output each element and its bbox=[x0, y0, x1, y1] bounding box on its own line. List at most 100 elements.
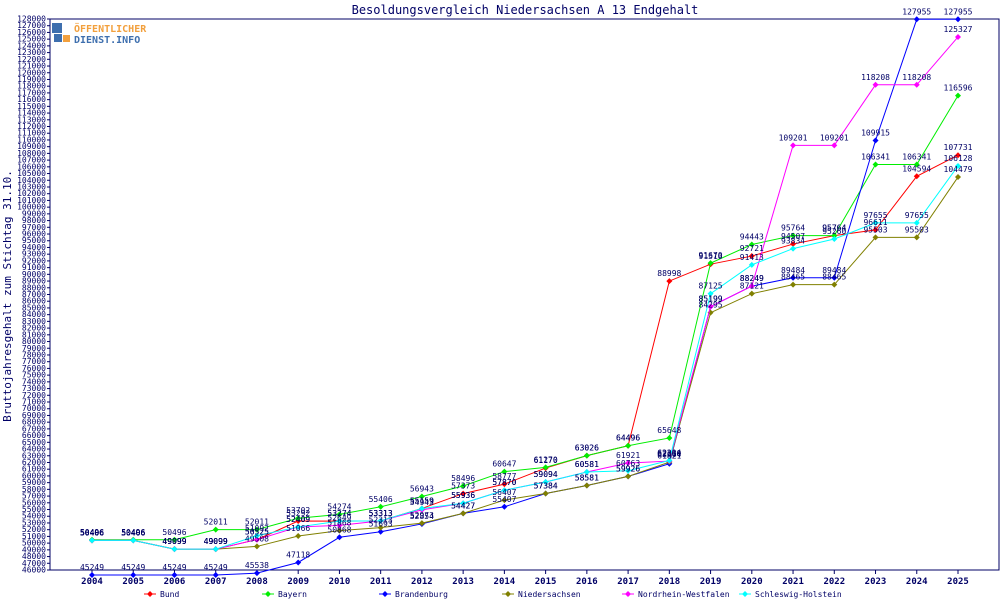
data-label-nordrhein-westfalen: 49099 bbox=[162, 537, 186, 546]
x-tick-label: 2025 bbox=[947, 577, 969, 587]
data-point-bayern bbox=[790, 232, 797, 239]
data-point-niedersachsen bbox=[872, 234, 879, 241]
y-tick-label: 87000 bbox=[22, 290, 46, 299]
data-label-bund: 104594 bbox=[902, 164, 931, 173]
data-point-schleswig-holstein bbox=[171, 546, 178, 553]
data-point-nordrhein-westfalen bbox=[336, 522, 343, 529]
y-tick-label: 51000 bbox=[22, 532, 46, 541]
y-tick-label: 86000 bbox=[22, 297, 46, 306]
data-label-schleswig-holstein: 97655 bbox=[905, 211, 929, 220]
data-label-bayern: 91670 bbox=[699, 251, 723, 260]
data-point-bayern bbox=[377, 503, 384, 510]
data-point-bund bbox=[460, 490, 467, 497]
data-label-niedersachsen: 84295 bbox=[699, 301, 723, 310]
y-tick-label: 125000 bbox=[17, 35, 46, 44]
data-label-brandenburg: 54427 bbox=[451, 501, 475, 510]
y-tick-label: 66000 bbox=[22, 431, 46, 440]
x-tick-labels: 2004 2005 2006 2007 2008 2009 2010 2011 2012 2013… bbox=[81, 577, 969, 587]
data-label-bund: 58777 bbox=[492, 472, 516, 481]
y-tick-label: 96000 bbox=[22, 230, 46, 239]
data-point-nordrhein-westfalen bbox=[748, 283, 755, 290]
y-tick-label: 48000 bbox=[22, 552, 46, 561]
plot-frame bbox=[49, 18, 1000, 571]
data-label-bayern: 95764 bbox=[822, 224, 846, 233]
data-label-bayern: 106341 bbox=[861, 153, 890, 162]
data-point-nordrhein-westfalen bbox=[253, 536, 260, 543]
y-tick-labels: 4600047000480004900050000510005200053000… bbox=[17, 15, 46, 575]
data-label-nordrhein-westfalen: 50406 bbox=[121, 528, 145, 537]
data-label-niedersachsen: 57384 bbox=[534, 482, 558, 491]
data-label-niedersachsen: 50406 bbox=[121, 528, 145, 537]
y-tick-label: 79000 bbox=[22, 344, 46, 353]
data-label-schleswig-holstein: 87125 bbox=[699, 282, 723, 291]
data-label-niedersachsen: 50406 bbox=[80, 528, 104, 537]
data-label-nordrhein-westfalen: 109201 bbox=[820, 133, 849, 142]
data-point-schleswig-holstein bbox=[707, 290, 714, 297]
data-point-niedersachsen bbox=[295, 532, 302, 539]
x-tick-label: 2022 bbox=[823, 577, 845, 587]
data-label-nordrhein-westfalen: 118208 bbox=[861, 73, 890, 82]
data-label-bund: 53313 bbox=[369, 509, 393, 518]
data-label-bund: 96611 bbox=[863, 218, 887, 227]
data-label-nordrhein-westfalen: 85199 bbox=[699, 295, 723, 304]
x-tick-label: 2011 bbox=[370, 577, 392, 587]
data-point-bayern bbox=[336, 511, 343, 518]
data-point-bund bbox=[666, 278, 673, 285]
data-point-brandenburg bbox=[913, 16, 920, 23]
y-tick-label: 52000 bbox=[22, 525, 46, 534]
y-axis-label: Bruttojahresgehalt zum Stichtag 31.10. bbox=[1, 170, 14, 422]
x-tick-label: 2024 bbox=[906, 577, 928, 587]
x-tick-label: 2009 bbox=[287, 577, 309, 587]
data-label-nordrhein-westfalen: 62210 bbox=[657, 449, 681, 458]
data-label-bund: 50406 bbox=[121, 528, 145, 537]
data-point-brandenburg bbox=[831, 274, 838, 281]
x-tick-label: 2018 bbox=[658, 577, 680, 587]
data-point-niedersachsen bbox=[542, 490, 549, 497]
logo-line1: ÖFFENTLICHER bbox=[74, 21, 147, 35]
data-label-bund: 50406 bbox=[80, 528, 104, 537]
data-label-bayern: 54274 bbox=[327, 502, 351, 511]
y-tick-label: 114000 bbox=[17, 109, 46, 118]
data-point-bund bbox=[501, 481, 508, 488]
data-label-schleswig-holstein: 57870 bbox=[492, 478, 516, 487]
data-point-bayern bbox=[542, 464, 549, 471]
data-label-brandenburg: 58581 bbox=[575, 473, 599, 482]
y-tick-label: 63000 bbox=[22, 451, 46, 460]
data-point-bayern bbox=[295, 515, 302, 522]
data-point-niedersachsen bbox=[583, 482, 590, 489]
data-label-bayern: 58496 bbox=[451, 474, 475, 483]
data-label-schleswig-holstein: 91413 bbox=[740, 253, 764, 262]
data-point-niedersachsen bbox=[377, 524, 384, 531]
y-tick-label: 123000 bbox=[17, 48, 46, 57]
data-label-niedersachsen: 95503 bbox=[863, 225, 887, 234]
data-point-niedersachsen bbox=[253, 543, 260, 550]
data-label-schleswig-holstein: 106128 bbox=[944, 154, 973, 163]
data-label-niedersachsen: 58581 bbox=[575, 473, 599, 482]
data-label-nordrhein-westfalen: 49099 bbox=[204, 537, 228, 546]
data-point-bayern bbox=[171, 536, 178, 543]
data-point-schleswig-holstein bbox=[377, 517, 384, 524]
y-tick-label: 67000 bbox=[22, 424, 46, 433]
x-tick-label: 2007 bbox=[205, 577, 227, 587]
series-line-nordrhein-westfalen bbox=[92, 36, 959, 550]
data-point-bayern bbox=[583, 452, 590, 459]
data-label-nordrhein-westfalen: 53313 bbox=[369, 509, 393, 518]
data-label-schleswig-holstein: 50406 bbox=[80, 528, 104, 537]
data-label-nordrhein-westfalen: 52649 bbox=[327, 513, 351, 522]
y-tick-label: 105000 bbox=[17, 169, 46, 178]
data-point-niedersachsen bbox=[748, 290, 755, 297]
data-point-schleswig-holstein bbox=[583, 469, 590, 476]
data-label-schleswig-holstein: 50406 bbox=[121, 528, 145, 537]
legend-label-niedersachsen: Niedersachsen bbox=[518, 590, 581, 599]
data-label-brandenburg: 45538 bbox=[245, 561, 269, 570]
legend-marker-niedersachsen bbox=[505, 591, 511, 597]
data-label-bayern: 106341 bbox=[902, 153, 931, 162]
data-label-brandenburg: 45249 bbox=[204, 563, 228, 572]
data-point-bayern bbox=[418, 493, 425, 500]
y-tick-label: 115000 bbox=[17, 102, 46, 111]
data-label-bund: 53292 bbox=[286, 509, 310, 518]
data-label-bund: 88998 bbox=[657, 269, 681, 278]
data-point-bayern bbox=[913, 161, 920, 168]
data-point-schleswig-holstein bbox=[253, 532, 260, 539]
data-label-niedersachsen: 52973 bbox=[410, 511, 434, 520]
